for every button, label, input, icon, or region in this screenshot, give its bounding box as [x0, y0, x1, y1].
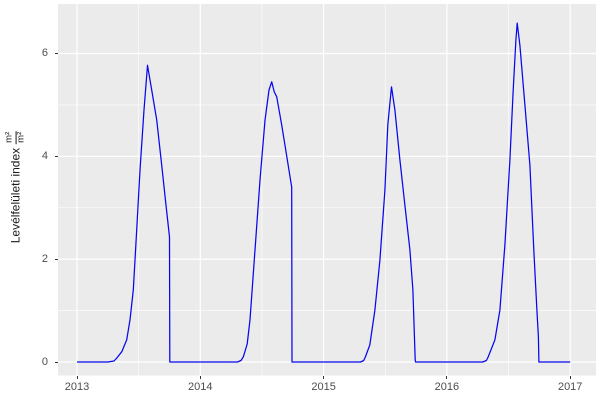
- y-tick-mark: [54, 258, 58, 260]
- y-tick-mark: [54, 52, 58, 54]
- x-tick-mark: [199, 375, 201, 379]
- y-tick-label-0: 0: [41, 356, 48, 368]
- y-tick-label-4: 4: [41, 150, 48, 163]
- y-tick-label-6: 6: [41, 47, 48, 60]
- x-tick-label-2013: 2013: [64, 381, 90, 393]
- y-axis-unit-fraction: m² m²: [4, 130, 28, 144]
- x-tick-label-2015: 2015: [311, 381, 336, 393]
- y-tick-mark: [54, 361, 58, 363]
- y-tick-mark: [54, 155, 58, 157]
- y-tick-label-2: 2: [41, 253, 48, 266]
- x-tick-mark: [76, 375, 78, 379]
- x-tick-mark: [569, 375, 571, 379]
- x-tick-label-2016: 2016: [434, 381, 460, 393]
- x-tick-mark: [323, 375, 325, 379]
- y-axis-title-text: Levélfelületi index: [9, 147, 23, 244]
- x-tick-label-2014: 2014: [188, 381, 213, 393]
- x-tick-mark: [446, 375, 448, 379]
- y-axis-unit-denominator: m²: [15, 131, 27, 143]
- y-axis-title: Levélfelületi index m² m²: [4, 130, 28, 244]
- lai-line-series: [77, 22, 571, 363]
- x-tick-label-2017: 2017: [557, 381, 583, 393]
